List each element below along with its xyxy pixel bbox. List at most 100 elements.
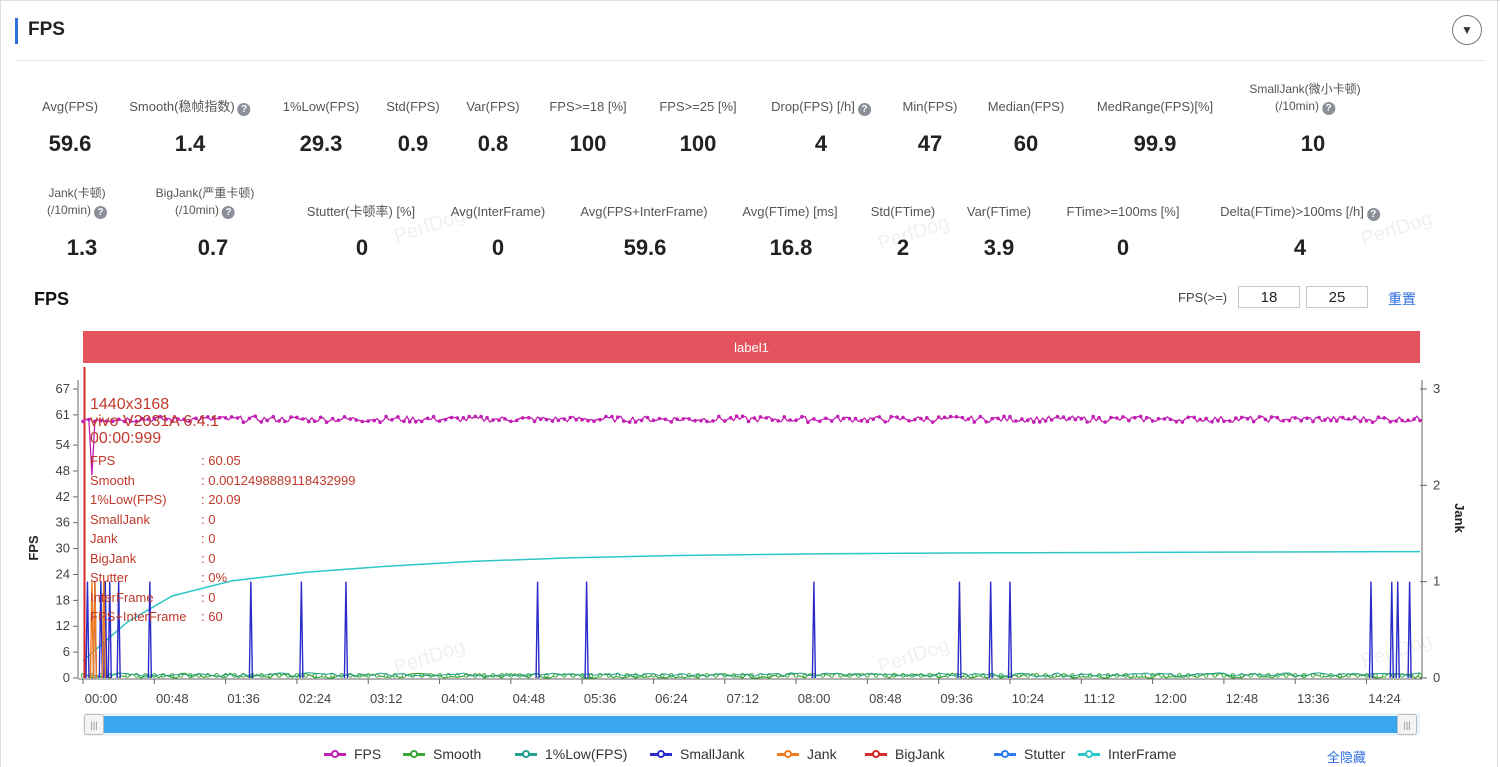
label-band[interactable]: label1 [83,331,1420,363]
series-fps-point [378,420,382,425]
series-fps-point [158,414,162,419]
legend-item-smooth[interactable]: Smooth [403,746,481,762]
series-fps-point [734,414,739,419]
series-fps-point [1204,416,1208,421]
x-tick-label: 01:36 [227,691,260,706]
series-fps-point [515,418,519,423]
metric-value: 0 [355,235,369,260]
metric-label: 1%Low(FPS) [282,99,360,114]
help-icon[interactable]: ? [237,103,251,116]
series-fps-point [1061,415,1066,419]
metric-label: FPS>=25 [%] [659,99,737,114]
series-fps-point [366,419,371,423]
series-smalljank-spike [1368,581,1374,679]
series-fps-point [651,418,656,423]
legend-item-stutter[interactable]: Stutter [994,746,1065,762]
series-fps-point [770,418,775,422]
metric-value: 16.8 [769,235,813,260]
series-fps-point [81,419,85,424]
legend-item-interframe[interactable]: InterFrame [1078,746,1176,762]
range-slider-left-handle[interactable]: ||| [84,714,104,735]
series-fps-point [509,419,513,424]
series-fps-point [782,415,786,419]
series-fps-point [1133,415,1137,420]
series-fps-point [1121,415,1125,419]
series-fps-point [217,415,222,420]
legend-label: Smooth [433,746,482,762]
help-icon[interactable]: ? [1366,208,1380,221]
series-smalljank-spike [535,581,540,679]
legend-item-1-low-fps[interactable]: 1%Low(FPS) [515,746,627,762]
series-fps-point [449,415,454,420]
series-smooth-point [1417,673,1423,678]
series-smooth-point [936,673,941,678]
series-fps-point [1311,419,1315,424]
y-left-tick-label: 54 [56,437,70,452]
reset-button[interactable]: 重置 [1388,291,1416,307]
metric-label: Drop(FPS) [/h]? [771,98,871,116]
metric-label: Avg(InterFrame) [450,204,546,219]
help-icon[interactable]: ? [1322,102,1336,115]
hide-all-button[interactable]: 全隐藏 [1327,750,1367,765]
legend-swatch [777,749,799,758]
series-smalljank-spike [147,581,153,679]
series-fps-point [93,419,97,424]
series-fps-point [990,416,994,421]
series-fps-point [235,416,240,420]
series-fps-point [1216,418,1220,423]
x-tick-label: 00:48 [156,691,189,706]
help-icon[interactable]: ? [94,206,108,219]
series-fps-point [847,416,852,421]
series-fps-point [419,419,424,424]
series-fps-point [907,419,911,423]
range-slider-selection[interactable] [97,716,1408,733]
series-smalljank-spike [248,581,254,679]
series-fps-point [211,416,216,421]
metric-label: Delta(FTime)>100ms [/h]? [1220,203,1380,221]
series-fps-point [1370,420,1375,425]
legend-label: FPS [354,746,382,762]
tooltip-resolution: 1440x3168 [90,396,170,413]
y-left-tick-label: 24 [56,566,70,581]
y-left-tick-label: 12 [56,618,70,633]
legend-label: Stutter [1024,746,1066,762]
legend-label: InterFrame [1108,746,1177,762]
series-fps-point [271,414,276,419]
metric-value: 100 [679,131,717,156]
series-fps-point [621,419,626,423]
legend-item-fps[interactable]: FPS [324,746,381,762]
fps-threshold-low-input[interactable] [1238,286,1300,308]
legend-item-bigjank[interactable]: BigJank [865,746,945,762]
series-fps-point [1020,417,1024,421]
legend-item-smalljank[interactable]: SmallJank [650,746,745,762]
series-fps-point [128,419,133,423]
collapse-button[interactable]: ▼ [1452,15,1482,45]
series-fps-point [711,419,715,423]
fps-threshold-high-input[interactable] [1306,286,1368,308]
series-fps-point [1317,415,1321,420]
series-smooth-point [303,673,309,678]
series-fps-point [1275,415,1280,420]
series-fps-point [324,420,329,425]
help-icon[interactable]: ? [222,206,235,219]
metric-label: Avg(FPS) [41,99,99,114]
series-1pct-low-line [82,672,1421,677]
range-slider-right-handle[interactable]: ||| [1397,714,1417,735]
label-band-text: label1 [734,339,769,355]
series-fps-point [336,418,341,423]
metric-label: Stutter(卡顿率) [%] [306,204,416,219]
series-fps-point [883,420,887,424]
series-fps-point [829,419,834,423]
series-fps-point [99,418,103,423]
legend-item-jank[interactable]: Jank [777,746,837,762]
chart-tooltip: 1440x3168 vivo V2031A 6.4.1 00:00:999 FP… [90,394,355,633]
metric-value: 3.9 [983,235,1015,260]
series-smalljank-spike [584,581,589,679]
series-fps-point [544,417,549,422]
tooltip-device: vivo V2031A 6.4.1 [90,413,219,430]
series-fps-point [645,415,650,420]
help-icon[interactable]: ? [857,103,871,116]
y-left-tick-label: 30 [56,541,70,556]
series-fps-point [390,418,394,422]
